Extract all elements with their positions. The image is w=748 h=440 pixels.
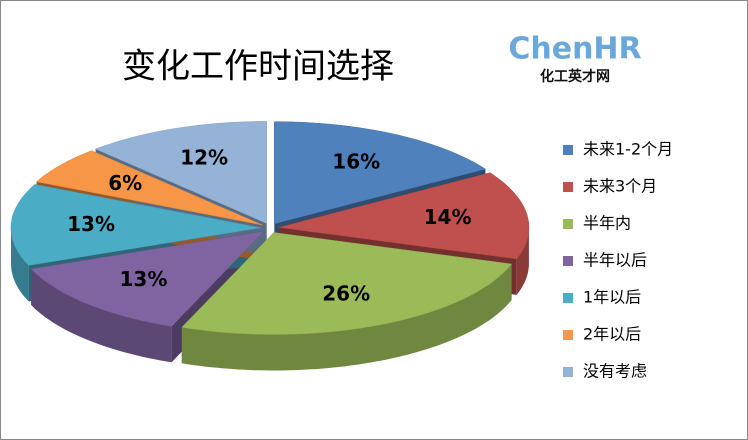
legend-label: 2年以后 (583, 325, 641, 344)
slice (94, 121, 267, 224)
chart-title: 变化工作时间选择 (122, 47, 394, 87)
slice-side (11, 227, 29, 302)
logo-subtitle: 化工英才网 (540, 68, 610, 85)
slice (278, 172, 530, 260)
legend-swatch (563, 367, 573, 377)
legend-label: 没有考虑 (583, 362, 647, 381)
slice (274, 121, 487, 225)
slice-side (516, 227, 529, 295)
legend-swatch (563, 293, 573, 303)
slice (10, 184, 262, 266)
data-label: 26% (322, 282, 370, 306)
legend-label: 半年内 (583, 214, 631, 233)
slice-side (181, 264, 512, 371)
legend-swatch (563, 256, 573, 266)
data-label: 6% (108, 171, 142, 195)
data-label: 16% (332, 149, 380, 173)
legend-swatch (563, 145, 573, 155)
legend-label: 半年以后 (583, 251, 647, 270)
legend-swatch (563, 330, 573, 340)
legend-label: 未来3个月 (583, 177, 657, 196)
data-label: 12% (180, 145, 228, 169)
legend-label: 1年以后 (583, 288, 641, 307)
data-label: 13% (67, 212, 115, 236)
legend-label: 未来1-2个月 (583, 140, 673, 159)
slice (35, 150, 263, 226)
data-label: 14% (424, 205, 472, 229)
slice (30, 231, 265, 327)
slice (181, 232, 513, 335)
legend-swatch (563, 182, 573, 192)
slice-side (31, 269, 172, 363)
legend-swatch (563, 219, 573, 229)
data-label: 13% (119, 267, 167, 291)
logo: ChenHR (508, 32, 641, 67)
